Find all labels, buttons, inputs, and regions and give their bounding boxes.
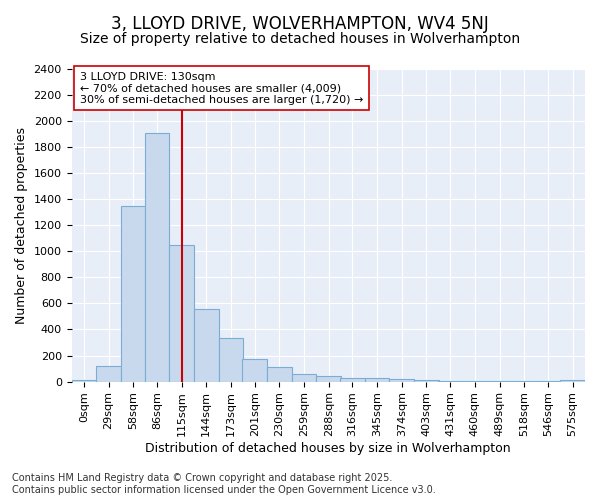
- X-axis label: Distribution of detached houses by size in Wolverhampton: Distribution of detached houses by size …: [145, 442, 511, 455]
- Bar: [121, 206, 145, 382]
- Bar: [242, 360, 267, 382]
- Bar: [218, 338, 243, 382]
- Text: Contains HM Land Registry data © Crown copyright and database right 2025.
Contai: Contains HM Land Registry data © Crown c…: [12, 474, 436, 495]
- Y-axis label: Number of detached properties: Number of detached properties: [15, 127, 28, 324]
- Bar: [169, 245, 194, 382]
- Bar: [145, 133, 169, 382]
- Bar: [365, 378, 389, 382]
- Bar: [438, 381, 463, 382]
- Bar: [560, 380, 585, 382]
- Bar: [389, 379, 414, 382]
- Bar: [414, 380, 439, 382]
- Bar: [96, 366, 121, 382]
- Bar: [316, 376, 341, 382]
- Text: 3 LLOYD DRIVE: 130sqm
← 70% of detached houses are smaller (4,009)
30% of semi-d: 3 LLOYD DRIVE: 130sqm ← 70% of detached …: [80, 72, 364, 105]
- Bar: [194, 308, 218, 382]
- Bar: [267, 366, 292, 382]
- Bar: [487, 381, 512, 382]
- Bar: [71, 380, 96, 382]
- Bar: [292, 374, 316, 382]
- Text: 3, LLOYD DRIVE, WOLVERHAMPTON, WV4 5NJ: 3, LLOYD DRIVE, WOLVERHAMPTON, WV4 5NJ: [111, 15, 489, 33]
- Text: Size of property relative to detached houses in Wolverhampton: Size of property relative to detached ho…: [80, 32, 520, 46]
- Bar: [463, 381, 487, 382]
- Bar: [340, 378, 365, 382]
